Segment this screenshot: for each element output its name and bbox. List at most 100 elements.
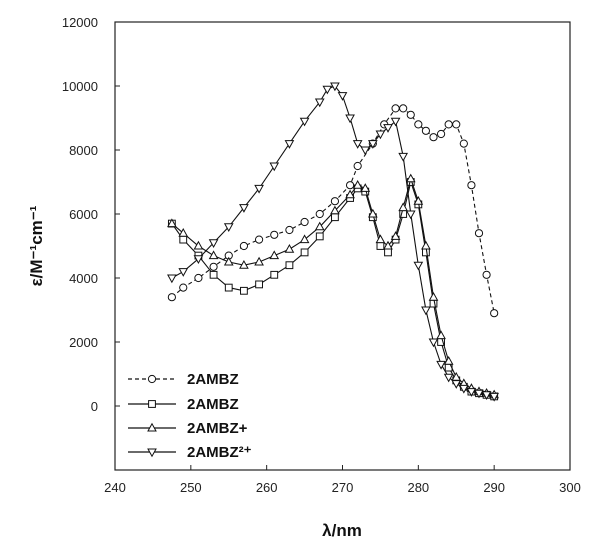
data-point	[459, 139, 468, 148]
y-tick-label: 8000	[69, 143, 98, 158]
data-point	[178, 268, 189, 277]
data-point	[406, 110, 415, 119]
y-tick-label: 4000	[69, 271, 98, 286]
data-point	[209, 270, 218, 279]
data-point	[239, 259, 249, 269]
axis-ticks: 240 250 260 270 280 290 300 0 2000 4000 6000 8000 10…	[62, 15, 581, 495]
data-point	[391, 104, 400, 113]
data-point	[421, 306, 431, 316]
data-point	[284, 140, 295, 149]
data-point	[443, 355, 454, 365]
data-point	[474, 389, 484, 399]
data-point	[239, 241, 249, 251]
data-point	[390, 231, 401, 240]
data-point	[375, 234, 386, 244]
data-point	[300, 248, 309, 257]
x-tick-label: 250	[180, 480, 202, 495]
data-point	[299, 117, 310, 127]
data-point	[482, 270, 491, 279]
x-axis-label: λ/nm	[322, 521, 362, 540]
data-point	[452, 120, 461, 129]
data-point	[315, 209, 324, 219]
data-point	[399, 104, 408, 113]
data-point	[421, 240, 431, 250]
data-point	[367, 140, 378, 149]
legend-label-1: 2AMBZ	[187, 371, 239, 388]
data-point	[284, 243, 295, 253]
data-point	[376, 242, 385, 250]
data-point	[314, 221, 325, 231]
legend-marker	[147, 374, 157, 384]
data-point	[345, 189, 355, 199]
data-point	[405, 210, 416, 220]
data-point	[481, 391, 492, 401]
data-point	[167, 274, 177, 284]
data-point	[436, 360, 446, 370]
data-point	[239, 204, 249, 213]
data-point	[384, 248, 392, 257]
data-point	[489, 392, 500, 402]
data-point	[330, 82, 340, 92]
data-point	[322, 85, 333, 95]
legend-entry-4: 2AMBZ²⁺	[128, 444, 252, 461]
data-point	[330, 197, 340, 206]
data-point	[414, 120, 423, 129]
data-point	[194, 273, 203, 283]
data-point	[208, 239, 219, 249]
data-point	[254, 256, 264, 266]
data-point	[413, 261, 424, 271]
legend-entry-2: 2AMBZ	[128, 396, 239, 413]
legend-entry-3: 2AMBZ+	[128, 420, 248, 437]
legend: 2AMBZ 2AMBZ 2AMBZ+ 2AMBZ²⁺	[128, 371, 252, 461]
data-point	[390, 117, 401, 127]
legend-marker	[147, 448, 157, 458]
data-point	[458, 384, 469, 394]
data-point	[413, 195, 424, 205]
x-tick-label: 260	[256, 480, 278, 495]
x-tick-label: 280	[407, 480, 429, 495]
data-point	[367, 208, 378, 218]
data-point	[299, 234, 310, 244]
data-point	[360, 183, 371, 192]
data-point	[208, 250, 219, 260]
y-tick-label: 6000	[69, 207, 98, 222]
series-1	[167, 104, 499, 318]
data-point	[383, 240, 393, 250]
data-point	[436, 330, 446, 340]
series-2	[167, 178, 499, 401]
data-point	[429, 299, 438, 308]
legend-marker	[147, 422, 157, 432]
data-point	[422, 248, 430, 257]
data-point	[490, 309, 499, 318]
data-point	[345, 181, 355, 190]
data-point	[428, 291, 439, 301]
data-point	[337, 92, 348, 101]
data-point	[353, 161, 362, 171]
data-point	[270, 270, 279, 279]
y-tick-label: 0	[91, 399, 98, 414]
legend-label-2: 2AMBZ	[187, 396, 239, 413]
data-point	[383, 124, 393, 133]
data-point	[315, 232, 324, 241]
data-point	[352, 179, 363, 189]
data-point	[223, 223, 234, 233]
data-point	[254, 235, 264, 244]
data-point	[405, 173, 416, 183]
data-point	[466, 388, 477, 397]
y-axis-label: ε/M⁻¹cm⁻¹	[27, 205, 46, 286]
data-point	[360, 146, 371, 156]
data-point	[314, 98, 325, 108]
legend-label-4: 2AMBZ²⁺	[187, 444, 252, 461]
data-point	[398, 152, 409, 162]
data-point	[270, 230, 279, 239]
data-point	[167, 293, 176, 302]
data-point	[375, 130, 386, 140]
data-point	[178, 227, 189, 237]
y-tick-label: 12000	[62, 15, 98, 30]
data-point	[193, 240, 204, 250]
x-tick-label: 300	[559, 480, 581, 495]
data-point	[443, 373, 454, 383]
data-point	[285, 225, 294, 235]
x-tick-label: 290	[483, 480, 505, 495]
